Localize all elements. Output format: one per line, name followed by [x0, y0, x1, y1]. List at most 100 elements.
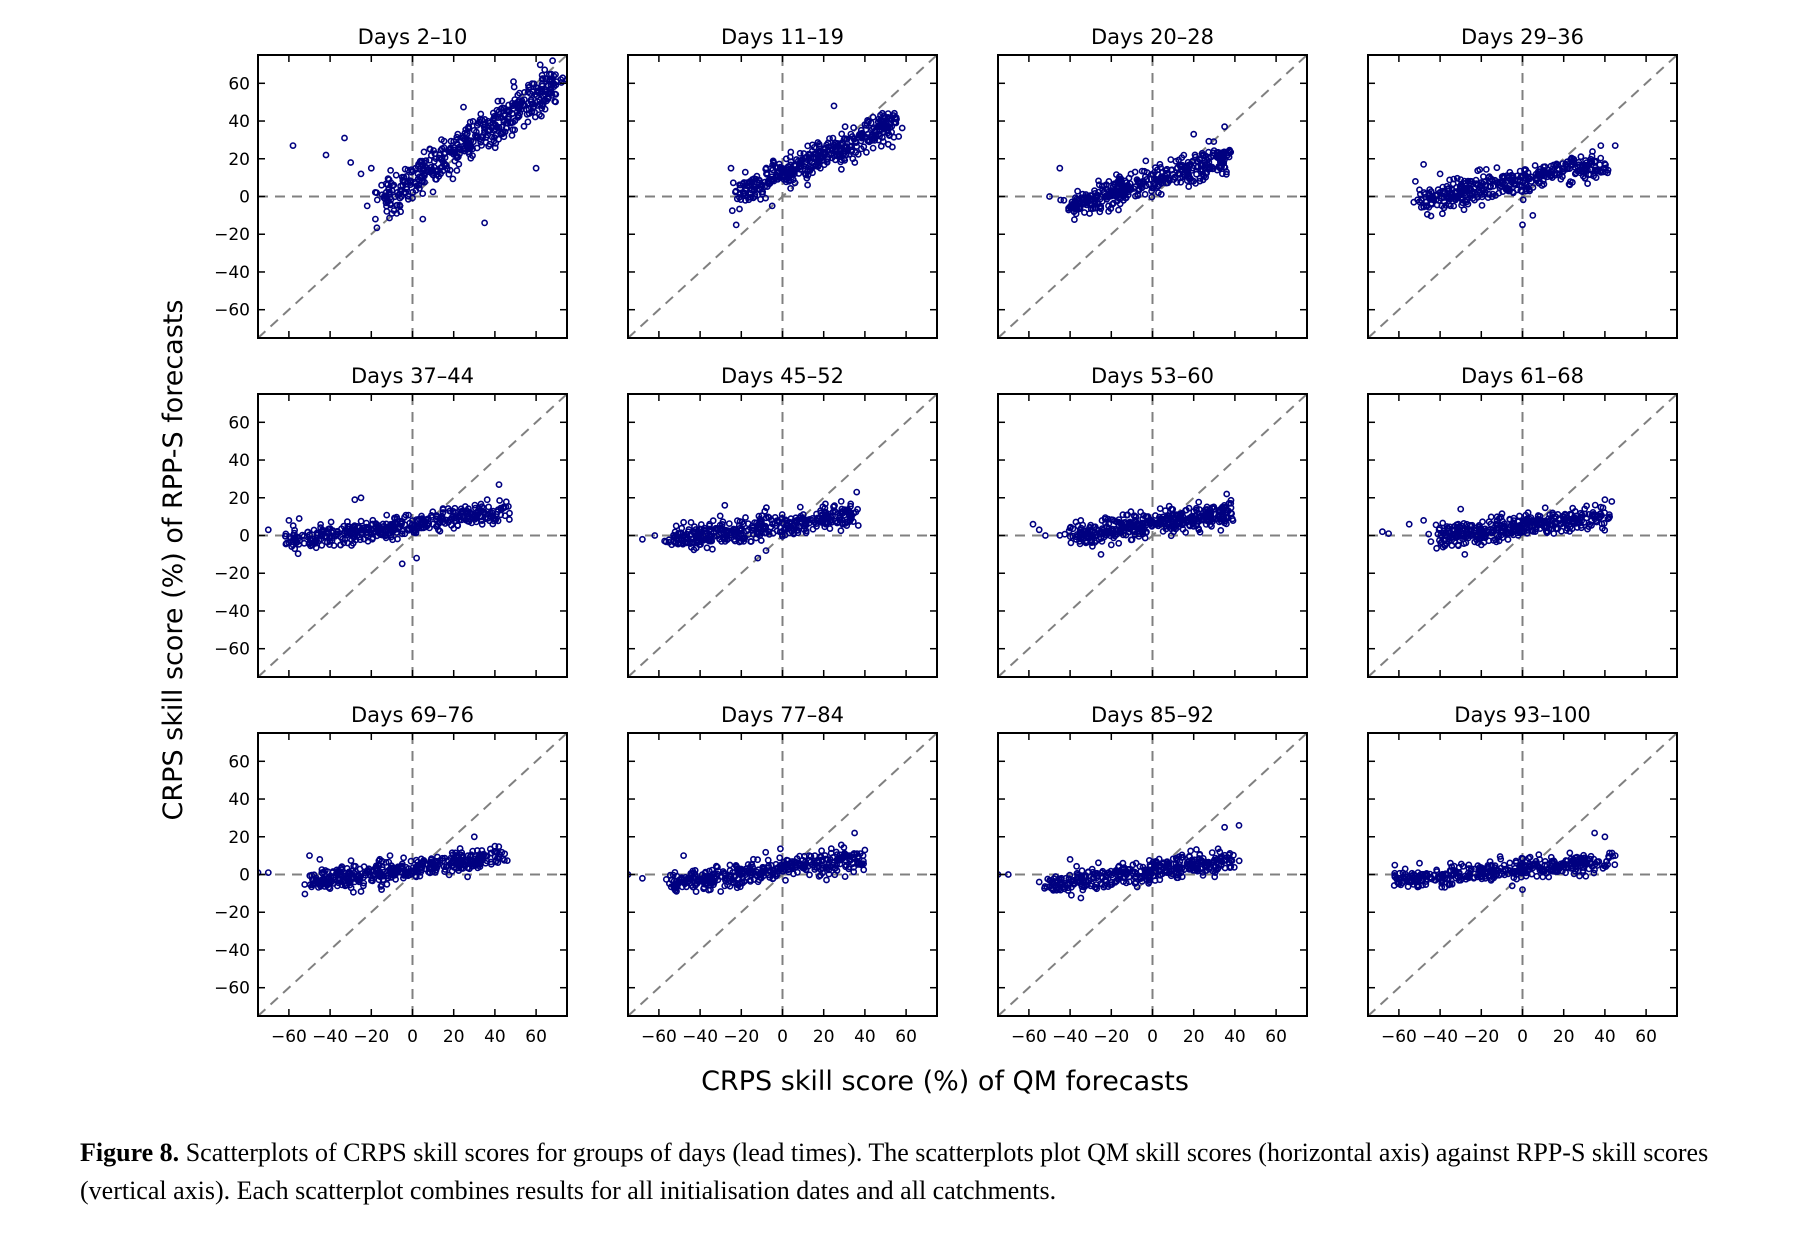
- data-point: [327, 518, 335, 526]
- data-point: [805, 150, 813, 158]
- data-point: [1583, 159, 1591, 167]
- data-point: [1079, 886, 1087, 894]
- data-point: [882, 123, 890, 131]
- data-point: [343, 881, 351, 889]
- ticks: [258, 394, 567, 677]
- data-point: [1062, 874, 1070, 882]
- data-point: [1052, 884, 1060, 892]
- data-point: [1531, 162, 1539, 169]
- data-point: [1174, 515, 1182, 523]
- data-point: [1608, 498, 1616, 505]
- data-point: [685, 875, 693, 883]
- data-point: [1132, 513, 1140, 521]
- data-point: [301, 881, 309, 888]
- data-point: [1495, 189, 1503, 197]
- data-point: [460, 103, 467, 111]
- data-point: [1230, 863, 1238, 871]
- data-point: [1155, 189, 1162, 197]
- data-point: [878, 117, 885, 125]
- data-point: [360, 879, 368, 887]
- data-point: [879, 138, 887, 145]
- data-point: [1105, 207, 1112, 215]
- data-point: [356, 533, 364, 541]
- data-point: [346, 881, 354, 889]
- data-point: [1427, 538, 1435, 545]
- panel-6: Days 45–52: [627, 364, 938, 678]
- data-point: [1086, 524, 1093, 531]
- data-point: [1191, 151, 1199, 159]
- data-point: [1436, 537, 1443, 544]
- data-point: [486, 517, 493, 525]
- data-point: [1192, 864, 1199, 871]
- data-point: [282, 532, 289, 540]
- data-point: [1102, 529, 1110, 537]
- data-point: [662, 876, 670, 883]
- data-point: [1495, 537, 1503, 545]
- data-point: [825, 870, 833, 878]
- y-tick-label: 20: [228, 489, 250, 509]
- data-point: [429, 188, 437, 196]
- data-point: [639, 535, 646, 543]
- data-point: [839, 510, 846, 517]
- data-point: [1476, 166, 1484, 173]
- data-point: [490, 517, 498, 525]
- data-point: [300, 539, 308, 547]
- data-point: [1417, 190, 1424, 198]
- data-point: [455, 867, 463, 874]
- data-point: [505, 101, 512, 109]
- data-point: [1152, 864, 1160, 871]
- data-point: [1587, 165, 1594, 173]
- data-point: [1068, 891, 1075, 899]
- data-point: [806, 157, 814, 165]
- data-point: [385, 858, 393, 866]
- data-point: [536, 61, 544, 69]
- data-point: [735, 532, 743, 540]
- data-point: [736, 190, 744, 198]
- data-point: [1462, 187, 1470, 195]
- data-point: [1065, 875, 1073, 882]
- data-point: [435, 172, 443, 180]
- data-point: [317, 524, 324, 532]
- data-point: [510, 78, 517, 85]
- data-point: [753, 528, 761, 536]
- data-point: [842, 863, 849, 871]
- x-tick-label: 40: [484, 1027, 506, 1047]
- data-point: [1571, 507, 1579, 515]
- data-point: [1071, 200, 1079, 208]
- data-point: [796, 862, 803, 870]
- data-point: [349, 867, 357, 875]
- data-point: [1235, 822, 1243, 829]
- data-points: [1029, 490, 1237, 558]
- data-point: [1504, 530, 1511, 538]
- reference-lines: [628, 55, 937, 338]
- data-point: [1591, 501, 1599, 509]
- data-point: [432, 167, 439, 175]
- data-point: [1056, 531, 1064, 539]
- data-point: [357, 888, 365, 895]
- data-point: [1152, 512, 1159, 519]
- data-point: [510, 83, 518, 91]
- data-point: [431, 150, 439, 158]
- data-point: [1087, 536, 1095, 544]
- data-point: [431, 869, 439, 876]
- data-point: [1067, 539, 1075, 547]
- data-point: [378, 886, 385, 893]
- data-point: [1604, 169, 1611, 177]
- data-point: [1101, 882, 1109, 889]
- data-point: [1531, 521, 1539, 529]
- data-point: [1463, 528, 1471, 535]
- data-point: [433, 853, 441, 861]
- data-point: [1187, 847, 1194, 855]
- data-point: [742, 514, 749, 521]
- data-point: [671, 534, 679, 541]
- data-point: [1109, 183, 1117, 191]
- data-point: [1439, 519, 1447, 527]
- data-point: [524, 88, 532, 96]
- data-point: [826, 135, 833, 142]
- data-point: [337, 864, 345, 872]
- data-point: [1578, 524, 1585, 532]
- data-point: [1183, 162, 1191, 170]
- data-point: [796, 503, 804, 511]
